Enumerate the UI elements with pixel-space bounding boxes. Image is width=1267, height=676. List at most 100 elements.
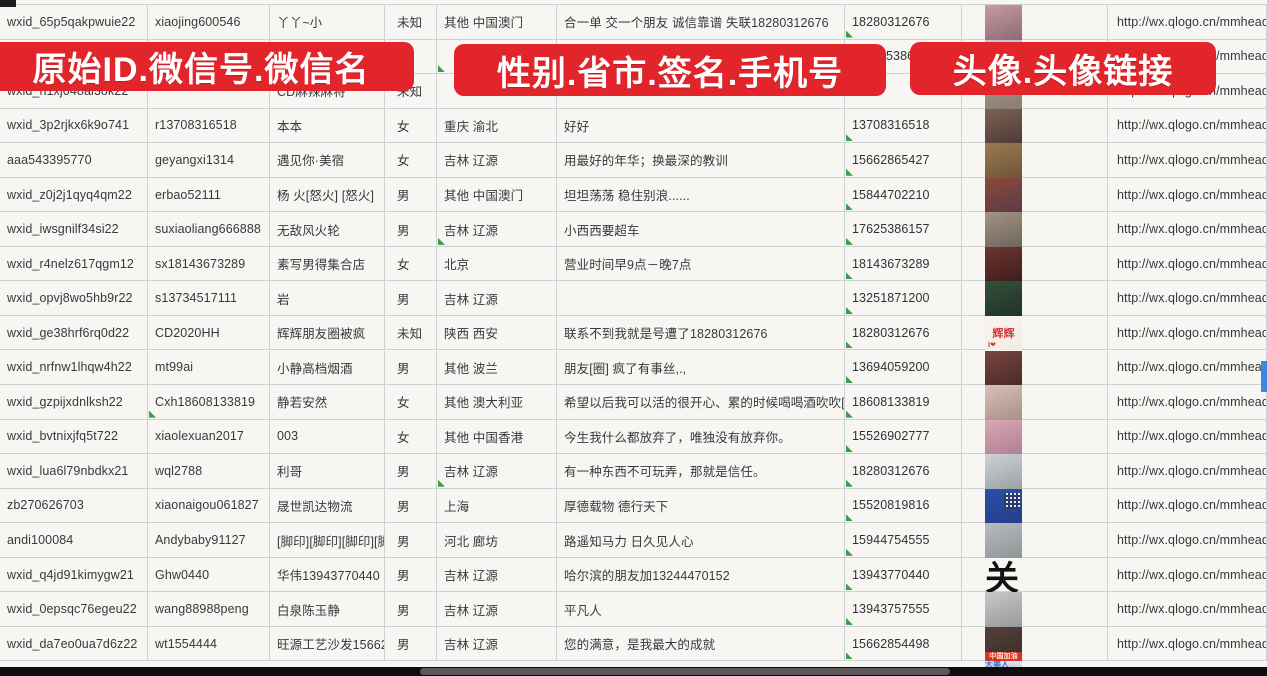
cell-wechat-account[interactable]: s13734517111: [148, 281, 270, 315]
cell-wechat-name[interactable]: 无敌风火轮: [270, 212, 385, 246]
cell-avatar[interactable]: [962, 246, 1108, 282]
cell-wechat-account[interactable]: Ghw0440: [148, 557, 270, 592]
cell-gender[interactable]: 男: [385, 177, 437, 212]
cell-signature[interactable]: 好好: [557, 108, 845, 143]
cell-original-id[interactable]: wxid_q4jd91kimygw21: [0, 557, 148, 592]
cell-wechat-account[interactable]: suxiaoliang666888: [148, 212, 270, 246]
cell-original-id[interactable]: wxid_ge38hrf6rq0d22: [0, 315, 148, 350]
cell-signature[interactable]: 坦坦荡荡 稳住别浪......: [557, 177, 845, 212]
cell-avatar-link[interactable]: http://wx.qlogo.cn/mmhead: [1108, 419, 1267, 454]
cell-wechat-account[interactable]: r13708316518: [148, 108, 270, 143]
cell-phone-number[interactable]: 15662854498: [845, 626, 962, 661]
cell-avatar[interactable]: [962, 454, 1108, 489]
cell-wechat-account[interactable]: xiaojing600546: [148, 5, 270, 39]
horizontal-scrollbar-thumb[interactable]: [420, 668, 950, 675]
cell-province-city[interactable]: 吉林 辽源: [437, 281, 557, 315]
cell-gender[interactable]: 女: [385, 143, 437, 177]
cell-gender[interactable]: 男: [385, 488, 437, 523]
cell-avatar[interactable]: [962, 177, 1108, 213]
cell-gender[interactable]: 男: [385, 523, 437, 557]
cell-avatar-link[interactable]: http://wx.qlogo.cn/mmhead: [1108, 315, 1267, 350]
cell-phone-number[interactable]: 13694059200: [845, 350, 962, 385]
cell-avatar-link[interactable]: http://wx.qlogo.cn/mmhead: [1108, 626, 1267, 661]
cell-avatar-link[interactable]: http://wx.qlogo.cn/mmhead: [1108, 177, 1267, 212]
cell-avatar[interactable]: 辉辉 I❤: [962, 315, 1108, 351]
cell-province-city[interactable]: 上海: [437, 488, 557, 523]
cell-gender[interactable]: 女: [385, 108, 437, 143]
cell-avatar-link[interactable]: http://wx.qlogo.cn/mmhead: [1108, 488, 1267, 523]
cell-phone-number[interactable]: 18143673289: [845, 246, 962, 281]
cell-gender[interactable]: 男: [385, 454, 437, 488]
cell-original-id[interactable]: wxid_gzpijxdnlksh22: [0, 385, 148, 419]
cell-wechat-name[interactable]: 岩: [270, 281, 385, 315]
cell-phone-number[interactable]: 15520819816: [845, 488, 962, 523]
cell-phone-number[interactable]: 17625386157: [845, 212, 962, 246]
cell-avatar[interactable]: [962, 523, 1108, 558]
cell-original-id[interactable]: wxid_nrfnw1lhqw4h22: [0, 350, 148, 385]
cell-avatar[interactable]: 中国加油: [962, 626, 1108, 662]
cell-original-id[interactable]: aaa543395770: [0, 143, 148, 177]
vertical-scrollbar-thumb[interactable]: [1261, 361, 1267, 392]
cell-province-city[interactable]: 其他 中国香港: [437, 419, 557, 454]
cell-wechat-account[interactable]: Andybaby91127: [148, 523, 270, 557]
cell-avatar[interactable]: [962, 5, 1108, 40]
cell-signature[interactable]: 小西西要超车: [557, 212, 845, 246]
cell-phone-number[interactable]: 15526902777: [845, 419, 962, 454]
cell-phone-number[interactable]: 18280312676: [845, 315, 962, 350]
cell-gender[interactable]: 男: [385, 212, 437, 246]
cell-original-id[interactable]: wxid_z0j2j1qyq4qm22: [0, 177, 148, 212]
cell-wechat-account[interactable]: CD2020HH: [148, 315, 270, 350]
cell-wechat-name[interactable]: 晟世凯达物流: [270, 488, 385, 523]
cell-original-id[interactable]: wxid_3p2rjkx6k9o741: [0, 108, 148, 143]
cell-gender[interactable]: 女: [385, 419, 437, 454]
cell-gender[interactable]: 女: [385, 246, 437, 281]
cell-wechat-account[interactable]: erbao52111: [148, 177, 270, 212]
cell-avatar-link[interactable]: http://wx.qlogo.cn/mmhead: [1108, 523, 1267, 557]
cell-original-id[interactable]: wxid_r4nelz617qgm12: [0, 246, 148, 281]
cell-province-city[interactable]: 吉林 辽源: [437, 592, 557, 626]
cell-phone-number[interactable]: 15662865427: [845, 143, 962, 177]
cell-province-city[interactable]: 吉林 辽源: [437, 212, 557, 246]
cell-wechat-name[interactable]: 华伟13943770440: [270, 557, 385, 592]
cell-gender[interactable]: 女: [385, 385, 437, 419]
cell-gender[interactable]: 男: [385, 281, 437, 315]
cell-signature[interactable]: 今生我什么都放弃了，唯独没有放弃你。: [557, 419, 845, 454]
cell-wechat-name[interactable]: [脚印][脚印][脚印][脚: [270, 523, 385, 557]
cell-wechat-account[interactable]: wql2788: [148, 454, 270, 488]
cell-signature[interactable]: 有一种东西不可玩弄，那就是信任。: [557, 454, 845, 488]
cell-phone-number[interactable]: 15844702210: [845, 177, 962, 212]
cell-gender[interactable]: 男: [385, 626, 437, 661]
cell-avatar[interactable]: [962, 385, 1108, 420]
cell-signature[interactable]: 朋友[圈] 疯了有事丝,.,: [557, 350, 845, 385]
cell-wechat-name[interactable]: 素写男得集合店: [270, 246, 385, 281]
cell-signature[interactable]: 营业时间早9点－晚7点: [557, 246, 845, 281]
cell-wechat-name[interactable]: 利哥: [270, 454, 385, 488]
cell-province-city[interactable]: 河北 廊坊: [437, 523, 557, 557]
cell-avatar[interactable]: [962, 281, 1108, 316]
cell-avatar-link[interactable]: http://wx.qlogo.cn/mmhead: [1108, 350, 1267, 385]
cell-avatar[interactable]: 关: [962, 557, 1108, 598]
cell-avatar-link[interactable]: http://wx.qlogo.cn/mmhead: [1108, 454, 1267, 488]
cell-original-id[interactable]: wxid_bvtnixjfq5t722: [0, 419, 148, 454]
cell-wechat-account[interactable]: geyangxi1314: [148, 143, 270, 177]
cell-avatar-link[interactable]: http://wx.qlogo.cn/mmhead: [1108, 281, 1267, 315]
cell-wechat-name[interactable]: 静若安然: [270, 385, 385, 419]
cell-wechat-name[interactable]: 遇见你·美宿: [270, 143, 385, 177]
cell-phone-number[interactable]: 13251871200: [845, 281, 962, 315]
cell-signature[interactable]: 路遥知马力 日久见人心: [557, 523, 845, 557]
cell-wechat-account[interactable]: wt1554444: [148, 626, 270, 661]
cell-wechat-account[interactable]: mt99ai: [148, 350, 270, 385]
cell-phone-number[interactable]: 18280312676: [845, 454, 962, 488]
cell-phone-number[interactable]: 13708316518: [845, 108, 962, 143]
cell-phone-number[interactable]: 15944754555: [845, 523, 962, 557]
cell-province-city[interactable]: 其他 中国澳门: [437, 5, 557, 39]
cell-avatar-link[interactable]: http://wx.qlogo.cn/mmhead: [1108, 212, 1267, 246]
cell-avatar[interactable]: [962, 488, 1108, 524]
cell-gender[interactable]: 未知: [385, 315, 437, 350]
cell-signature[interactable]: 厚德载物 德行天下: [557, 488, 845, 523]
cell-phone-number[interactable]: 13943770440: [845, 557, 962, 592]
cell-province-city[interactable]: 其他 波兰: [437, 350, 557, 385]
cell-province-city[interactable]: 北京: [437, 246, 557, 281]
cell-signature[interactable]: 联系不到我就是号遭了18280312676: [557, 315, 845, 350]
cell-avatar[interactable]: [962, 350, 1108, 386]
